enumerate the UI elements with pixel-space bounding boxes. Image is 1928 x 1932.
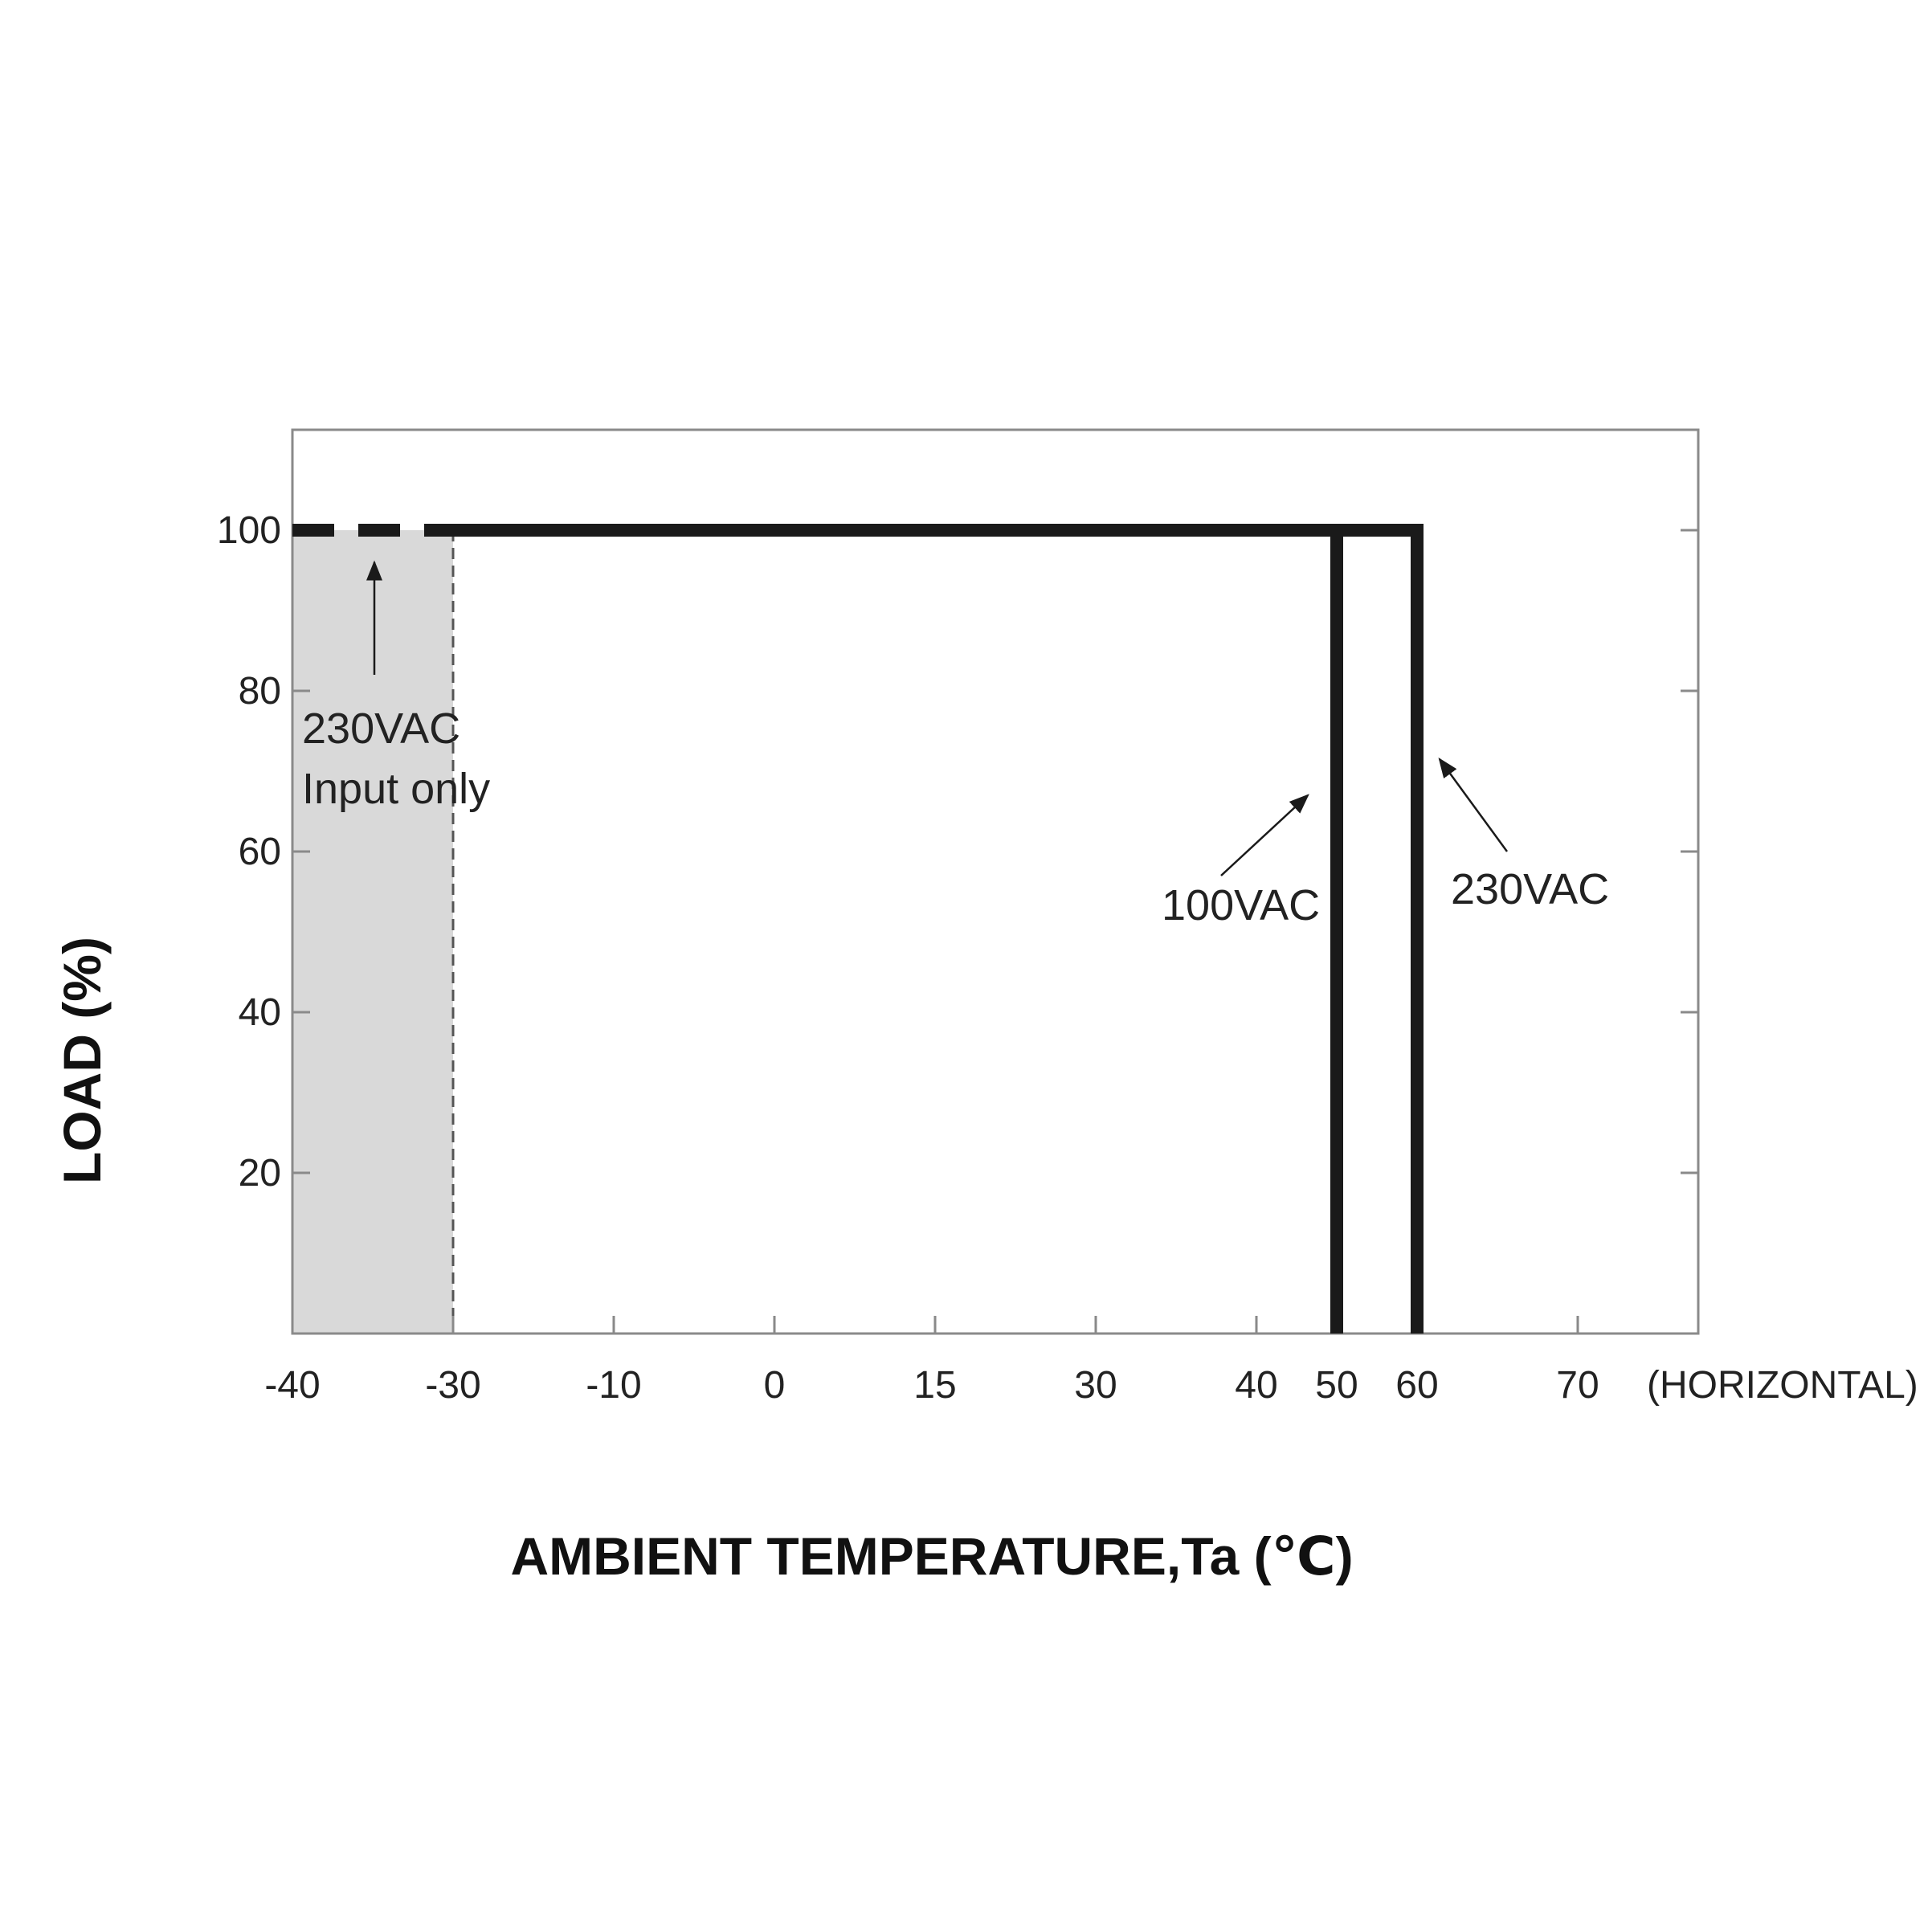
y-tick-label: 80 <box>239 670 281 713</box>
annotation-230vac-label: 230VAC <box>1451 865 1609 913</box>
x-tick-label: 30 <box>1074 1364 1117 1407</box>
series-230vac-line <box>453 524 1424 1334</box>
plot-frame <box>291 428 1700 1335</box>
y-tick-label: 40 <box>239 991 281 1034</box>
series-100vac-line <box>453 524 1343 1334</box>
x-tick-label: -10 <box>586 1364 641 1407</box>
annotation-230vac-arrow <box>1438 757 1509 852</box>
x-tick-label: 40 <box>1235 1364 1277 1407</box>
x-tick-label: -30 <box>425 1364 480 1407</box>
y-tick-label: 100 <box>217 509 281 552</box>
x-tick-label: 70 <box>1556 1364 1599 1407</box>
annotation-100vac-label: 100VAC <box>1162 881 1320 929</box>
annotation-230vac-input-only-line1: 230VAC <box>302 705 460 753</box>
y-axis-title: LOAD (%) <box>52 937 112 1184</box>
annotation-100vac-arrow <box>1220 794 1309 876</box>
x-axis-title: AMBIENT TEMPERATURE,Ta (℃) <box>510 1526 1353 1586</box>
x-tick-label: -40 <box>264 1364 320 1407</box>
annotation-230vac-input-only-line2: Input only <box>302 765 490 813</box>
y-tick-label: 20 <box>239 1152 281 1195</box>
y-tick-label: 60 <box>239 831 281 873</box>
x-tick-label: 15 <box>913 1364 956 1407</box>
input-only-shaded-region <box>292 530 453 1334</box>
x-tick-label: 0 <box>764 1364 786 1407</box>
x-tick-label: 50 <box>1315 1364 1358 1407</box>
x-tick-label: 60 <box>1395 1364 1438 1407</box>
x-axis-orientation-label: (HORIZONTAL) <box>1647 1364 1918 1407</box>
